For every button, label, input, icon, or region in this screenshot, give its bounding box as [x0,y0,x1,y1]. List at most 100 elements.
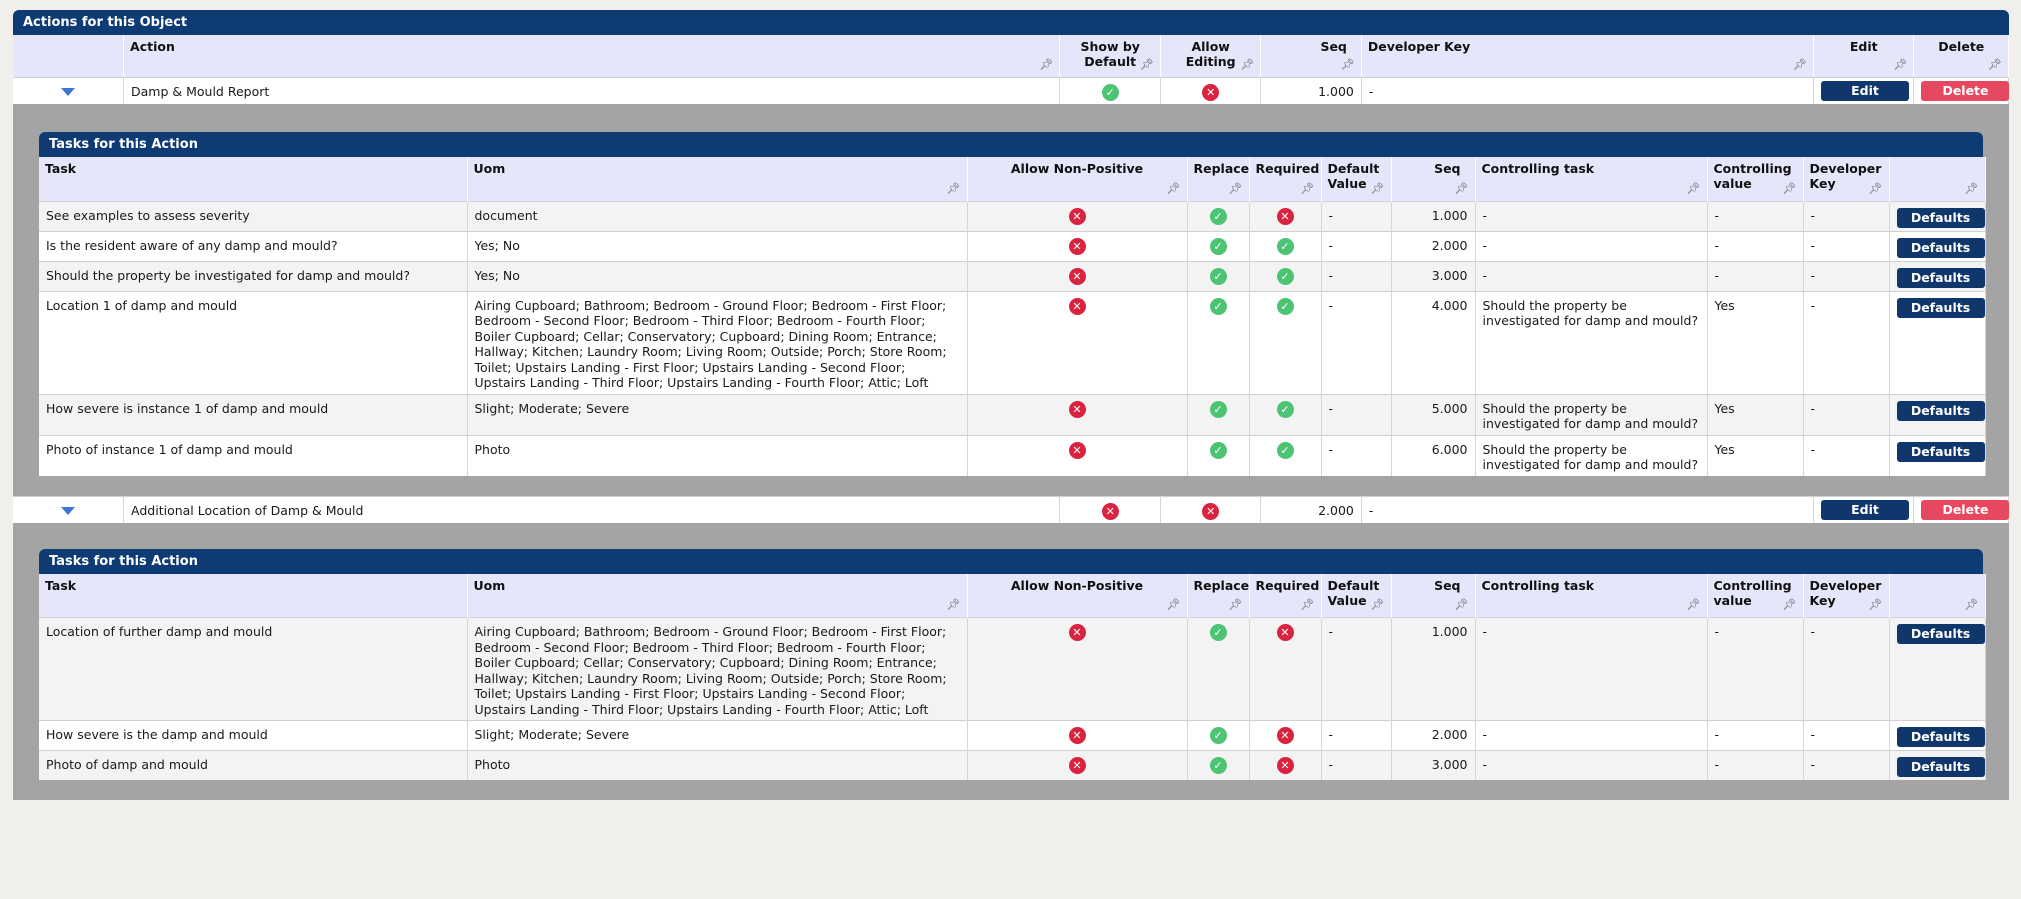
pin-icon[interactable]: 📌︎ [1964,181,1979,195]
pin-icon[interactable]: 📌︎ [1300,181,1315,195]
task-developer-key: - [1803,230,1890,261]
task-replace: ✓ [1187,617,1250,721]
tasks-col-controlling-value[interactable]: Controlling value 📌︎ [1707,157,1804,201]
delete-button[interactable]: Delete [1921,499,2010,520]
edit-button[interactable]: Edit [1821,81,1910,101]
action-allow-editing: ✕ [1160,77,1262,104]
tasks-col-task[interactable]: Task [39,573,468,618]
tasks-col-allow-non-positive[interactable]: Allow Non-Positive 📌︎ [967,573,1188,618]
tasks-col-required[interactable]: Required 📌︎ [1249,157,1322,201]
pin-icon[interactable]: 📌︎ [1039,58,1054,71]
task-required: ✓ [1249,260,1322,291]
tasks-col-developer-key[interactable]: Developer Key 📌︎ [1803,573,1890,618]
tasks-col-seq[interactable]: Seq 📌︎ [1391,573,1476,618]
actions-col-allow-editing[interactable]: Allow Editing 📌︎ [1160,35,1262,77]
tasks-col-actions[interactable]: 📌︎ [1889,573,1986,618]
task-seq: 1.000 [1391,200,1476,231]
tasks-col-default-value[interactable]: Default Value 📌︎ [1321,157,1392,201]
cross-icon: ✕ [1068,757,1086,774]
expand-triangle-icon[interactable] [61,506,75,515]
defaults-button[interactable]: Defaults [1896,624,1985,644]
task-uom: Slight; Moderate; Severe [467,720,968,751]
tasks-col-default-value[interactable]: Default Value 📌︎ [1321,573,1392,618]
tasks-col-controlling-value[interactable]: Controlling value 📌︎ [1707,573,1804,618]
expand-triangle-icon[interactable] [61,88,75,96]
task-seq: 6.000 [1391,434,1476,476]
pin-icon[interactable]: 📌︎ [1240,58,1255,71]
pin-icon[interactable]: 📌︎ [1166,598,1181,611]
actions-col-seq[interactable]: Seq 📌︎ [1260,35,1362,77]
pin-icon[interactable]: 📌︎ [1139,58,1154,71]
tasks-col-allow-non-positive[interactable]: Allow Non-Positive 📌︎ [967,157,1188,201]
task-allow-non-positive: ✕ [967,230,1188,261]
pin-icon[interactable]: 📌︎ [946,181,961,195]
pin-icon[interactable]: 📌︎ [1454,181,1469,195]
defaults-button[interactable]: Defaults [1896,297,1985,318]
task-default-value: - [1321,434,1392,476]
pin-icon[interactable]: 📌︎ [1300,598,1315,611]
defaults-button[interactable]: Defaults [1896,400,1985,421]
defaults-button[interactable]: Defaults [1896,441,1985,462]
tasks-col-controlling-task[interactable]: Controlling task 📌︎ [1475,573,1708,618]
tasks-col-seq[interactable]: Seq 📌︎ [1391,157,1476,201]
task-required: ✕ [1249,200,1322,231]
pin-icon[interactable]: 📌︎ [1793,58,1808,71]
pin-icon[interactable]: 📌︎ [1782,181,1797,195]
pin-icon[interactable]: 📌︎ [1782,598,1797,611]
check-icon: ✓ [1209,207,1227,225]
actions-header-table: Action 📌︎ Show by Default 📌︎ Allow Editing… [13,35,2009,77]
tasks-col-required[interactable]: Required 📌︎ [1249,573,1322,618]
pin-icon[interactable]: 📌︎ [1964,598,1979,611]
pin-icon[interactable]: 📌︎ [1166,181,1181,195]
tasks-col-developer-key[interactable]: Developer Key 📌︎ [1803,157,1890,201]
defaults-button[interactable]: Defaults [1896,757,1985,777]
tasks-col-controlling-task[interactable]: Controlling task 📌︎ [1475,157,1708,201]
task-developer-key: - [1803,720,1890,751]
pin-icon[interactable]: 📌︎ [1370,598,1385,611]
cross-icon: ✕ [1068,441,1086,459]
pin-icon[interactable]: 📌︎ [1228,181,1243,195]
tasks-col-replace[interactable]: Replace 📌︎ [1187,573,1250,618]
pin-icon[interactable]: 📌︎ [1340,58,1355,71]
tasks-col-replace[interactable]: Replace 📌︎ [1187,157,1250,201]
tasks-col-actions[interactable]: 📌︎ [1889,157,1986,201]
edit-button[interactable]: Edit [1821,499,1910,520]
pin-icon[interactable]: 📌︎ [1868,598,1883,611]
pin-icon[interactable]: 📌︎ [1988,58,2002,71]
defaults-button[interactable]: Defaults [1896,207,1985,228]
actions-col-show-by-default[interactable]: Show by Default 📌︎ [1059,35,1161,77]
actions-col-developer-key[interactable]: Developer Key 📌︎ [1361,35,1815,77]
tasks-col-uom[interactable]: Uom 📌︎ [467,573,968,618]
pin-icon[interactable]: 📌︎ [1686,598,1701,611]
defaults-button[interactable]: Defaults [1896,727,1985,747]
action-edit-cell: Edit [1813,77,1915,104]
task-defaults-cell: Defaults [1889,290,1986,394]
tasks-col-task[interactable]: Task [39,157,468,201]
task-controlling-value: - [1707,200,1804,231]
pin-icon[interactable]: 📌︎ [1686,181,1701,195]
task-name: Should the property be investigated for … [39,260,468,291]
pin-icon[interactable]: 📌︎ [1370,181,1385,195]
task-uom: Airing Cupboard; Bathroom; Bedroom - Gro… [467,617,968,721]
actions-col-action[interactable]: Action 📌︎ [123,35,1061,77]
action-expand-cell [13,77,125,104]
pin-icon[interactable]: 📌︎ [1893,58,1908,71]
actions-col-delete[interactable]: Delete 📌︎ [1913,35,2009,77]
task-name: Is the resident aware of any damp and mo… [39,230,468,261]
pin-icon[interactable]: 📌︎ [1228,598,1243,611]
task-name: Location of further damp and mould [39,617,468,721]
pin-icon[interactable]: 📌︎ [1868,181,1883,195]
actions-col-edit[interactable]: Edit 📌︎ [1813,35,1915,77]
task-controlling-value: - [1707,230,1804,261]
cross-icon: ✕ [1276,727,1294,744]
pin-icon[interactable]: 📌︎ [946,598,961,611]
defaults-button[interactable]: Defaults [1896,267,1985,288]
check-icon: ✓ [1209,297,1227,315]
task-default-value: - [1321,617,1392,721]
tasks-col-uom[interactable]: Uom 📌︎ [467,157,968,201]
defaults-button[interactable]: Defaults [1896,237,1985,258]
action-developer-key: - [1361,495,1815,523]
tasks-panel-wrapper: Tasks for this Action Task Uom 📌︎ Allow N… [13,522,2009,800]
pin-icon[interactable]: 📌︎ [1454,598,1469,611]
delete-button[interactable]: Delete [1921,81,2010,101]
